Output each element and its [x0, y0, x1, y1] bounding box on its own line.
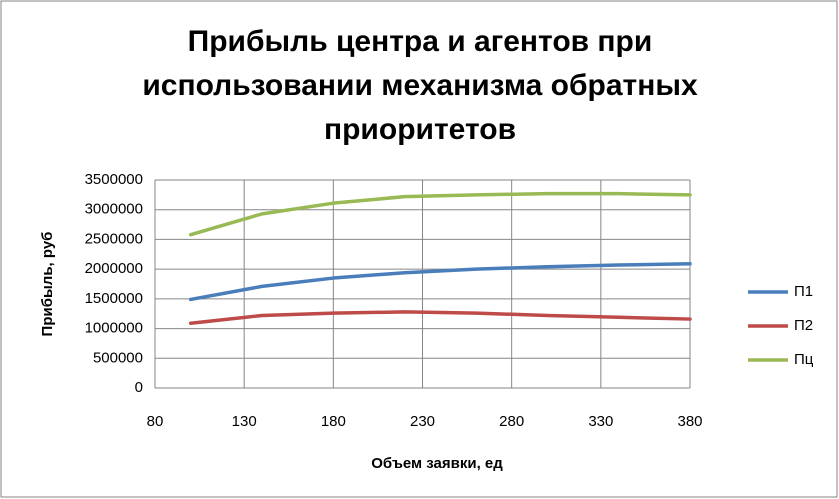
- y-tick-label: 3000000: [85, 201, 143, 218]
- legend-label: П1: [794, 283, 813, 300]
- y-tick-label: 1000000: [85, 320, 143, 337]
- x-tick-label: 230: [410, 413, 435, 430]
- x-tick-label: 380: [677, 413, 702, 430]
- chart-title: Прибыль центра и агентов при использован…: [142, 25, 698, 146]
- x-tick-label: 330: [588, 413, 613, 430]
- y-tick-label: 2000000: [85, 260, 143, 277]
- series-line: [188, 191, 692, 237]
- y-axis-title: Прибыль, руб: [39, 232, 56, 337]
- y-tick-label: 3500000: [85, 171, 143, 188]
- y-tick-label: 1500000: [85, 290, 143, 307]
- y-tick-label: 500000: [93, 349, 143, 366]
- series-line: [188, 310, 692, 325]
- x-tick-label: 130: [232, 413, 257, 430]
- legend-label: П2: [794, 317, 813, 334]
- legend-label: Пц: [794, 351, 814, 368]
- x-axis-title: Объем заявки, ед: [371, 455, 503, 472]
- x-tick-label: 180: [321, 413, 346, 430]
- y-tick-label: 0: [135, 379, 143, 396]
- x-tick-label: 280: [499, 413, 524, 430]
- x-tick-label: 80: [147, 413, 164, 430]
- y-tick-label: 2500000: [85, 230, 143, 247]
- series-line: [188, 262, 692, 302]
